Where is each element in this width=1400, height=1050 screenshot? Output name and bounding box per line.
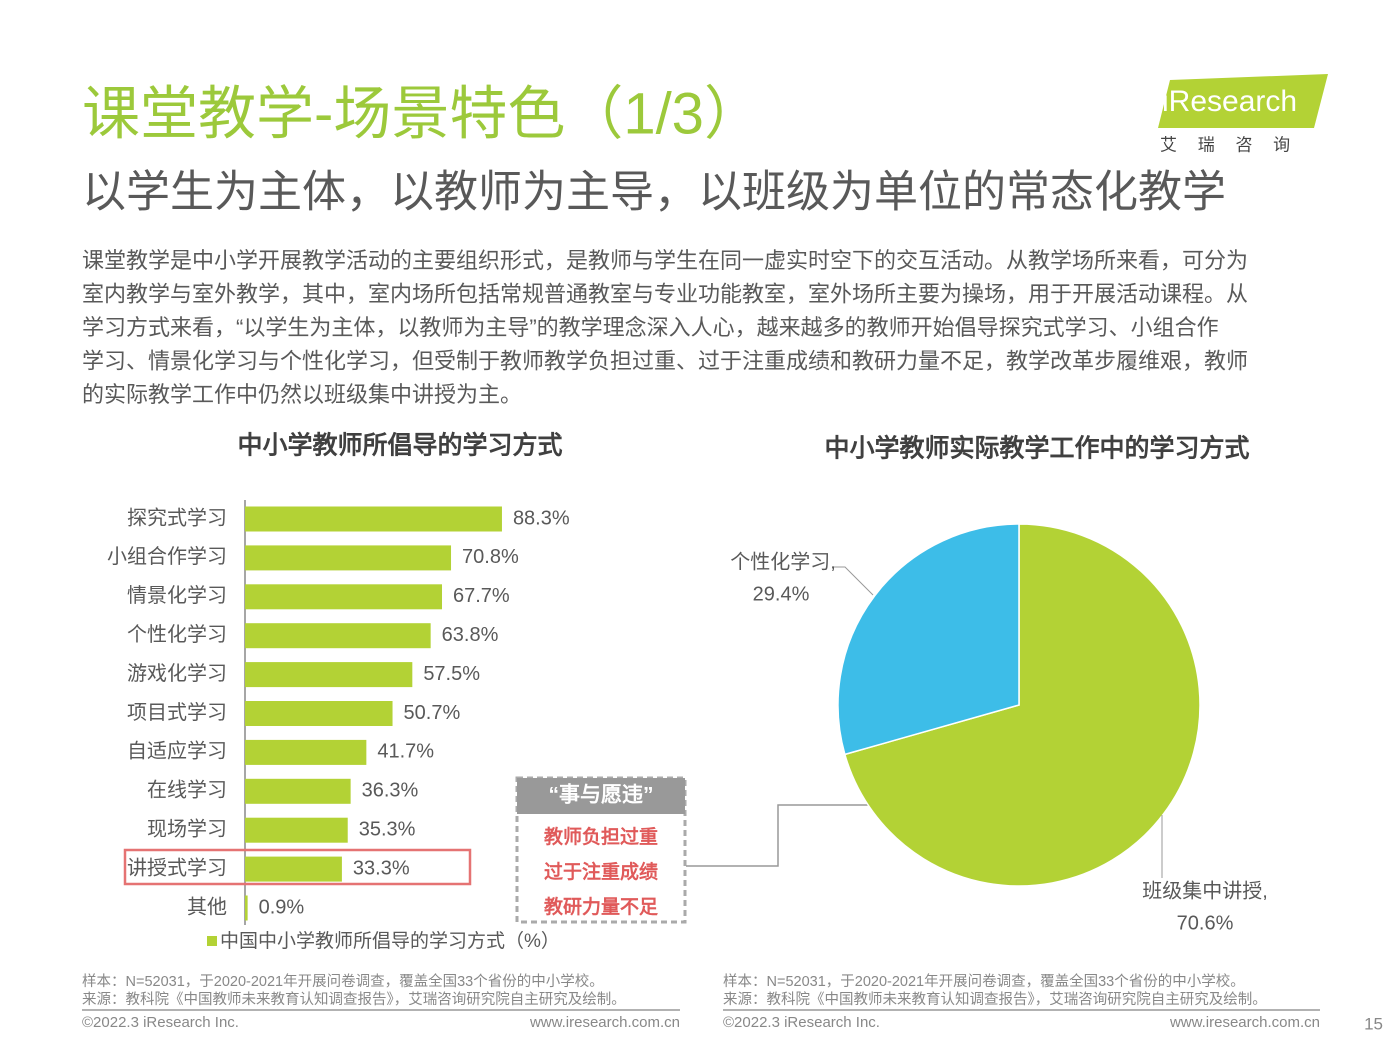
intro-line: 课堂教学是中小学开展教学活动的主要组织形式，是教师与学生在同一虚实时空下的交互活…	[82, 248, 1248, 273]
copyright: ©2022.3 iResearch Inc.	[82, 1014, 239, 1031]
note-source: 来源：教科院《中国教师未来教育认知调查报告》，艾瑞咨询研究院自主研究及绘制。	[82, 991, 626, 1008]
bar	[245, 856, 342, 882]
pie-title: 中小学教师实际教学工作中的学习方式	[824, 434, 1249, 463]
category-label: 游戏化学习	[127, 662, 227, 685]
value-label: 67.7%	[453, 585, 510, 607]
bar	[245, 584, 443, 610]
value-label: 50.7%	[404, 702, 461, 724]
pie-value: 70.6%	[1177, 912, 1234, 934]
bar	[245, 817, 348, 843]
callout-header	[517, 778, 685, 814]
logo-sub: 艾 瑞 咨 询	[1160, 135, 1298, 154]
category-label: 其他	[187, 895, 227, 918]
url: www.iresearch.com.cn	[1169, 1014, 1320, 1031]
bar	[245, 506, 502, 532]
notes: 样本：N=52031，于2020-2021年开展问卷调查，覆盖全国33个省份的中…	[82, 972, 1320, 1031]
callout-item: 教研力量不足	[544, 895, 659, 918]
value-label: 36.3%	[362, 780, 419, 802]
bar	[245, 778, 351, 804]
intro-line: 的实际教学工作中仍然以班级集中讲授为主。	[82, 382, 522, 407]
note-sample: 样本：N=52031，于2020-2021年开展问卷调查，覆盖全国33个省份的中…	[723, 972, 1245, 990]
page-number: 15	[1364, 1014, 1383, 1033]
bar-title: 中小学教师所倡导的学习方式	[237, 431, 562, 460]
highlight-box	[123, 848, 472, 886]
category-label: 现场学习	[147, 817, 227, 840]
callout-item: 过于注重成绩	[544, 860, 658, 883]
pie-label: 个性化学习,	[730, 550, 836, 573]
value-label: 88.3%	[513, 507, 570, 529]
value-label: 70.8%	[462, 546, 519, 568]
value-label: 41.7%	[377, 741, 434, 763]
copyright: ©2022.3 iResearch Inc.	[723, 1014, 880, 1031]
pie-slice	[837, 523, 1020, 756]
legend-label: 中国中小学教师所倡导的学习方式（%）	[220, 930, 560, 952]
intro: 课堂教学是中小学开展教学活动的主要组织形式，是教师与学生在同一虚实时空下的交互活…	[82, 248, 1248, 407]
category-label: 讲授式学习	[127, 856, 227, 879]
bar	[245, 662, 413, 688]
category-label: 项目式学习	[127, 701, 227, 724]
bar	[245, 895, 248, 921]
intro-line: 学习方式来看，“以学生为主体，以教师为主导”的教学理念深入人心，越来越多的教师开…	[82, 315, 1219, 340]
bar	[245, 701, 393, 726]
value-label: 57.5%	[423, 663, 480, 685]
intro-line: 学习、情景化学习与个性化学习，但受制于教师教学负担过重、过于注重成绩和教研力量不…	[82, 348, 1248, 373]
note-source: 来源：教科院《中国教师未来教育认知调查报告》，艾瑞咨询研究院自主研究及绘制。	[723, 991, 1267, 1008]
pie-label: 班级集中讲授,	[1142, 879, 1268, 902]
category-label: 在线学习	[147, 779, 227, 802]
category-label: 自适应学习	[127, 740, 227, 763]
value-label: 35.3%	[359, 818, 416, 840]
intro-line: 室内教学与室外教学，其中，室内场所包括常规普通教室与专业功能教室，室外场所主要为…	[82, 281, 1248, 306]
category-label: 小组合作学习	[107, 545, 227, 568]
value-label: 33.3%	[353, 857, 410, 879]
legend-swatch	[207, 936, 217, 946]
subtitle: 以学生为主体，以教师为主导，以班级为单位的常态化教学	[82, 168, 1226, 217]
value-label: 0.9%	[259, 896, 305, 918]
pie-value: 29.4%	[753, 583, 810, 605]
bar	[245, 739, 367, 765]
leader-line	[833, 566, 874, 596]
bar	[245, 545, 452, 571]
value-label: 63.8%	[442, 624, 499, 646]
url: www.iresearch.com.cn	[529, 1014, 680, 1031]
title: 课堂教学-场景特色（1/3）	[82, 81, 762, 146]
category-label: 探究式学习	[127, 506, 227, 529]
logo: iResearch	[1162, 85, 1297, 118]
category-label: 情景化学习	[127, 584, 227, 607]
callout-title: “事与愿违”	[549, 783, 654, 807]
logo-bg	[1158, 74, 1328, 128]
note-sample: 样本：N=52031，于2020-2021年开展问卷调查，覆盖全国33个省份的中…	[82, 972, 604, 990]
callout-item: 教师负担过重	[544, 825, 658, 848]
bar	[245, 623, 431, 649]
pie-slice	[843, 523, 1201, 887]
category-label: 个性化学习	[127, 623, 227, 646]
connector	[686, 804, 940, 867]
